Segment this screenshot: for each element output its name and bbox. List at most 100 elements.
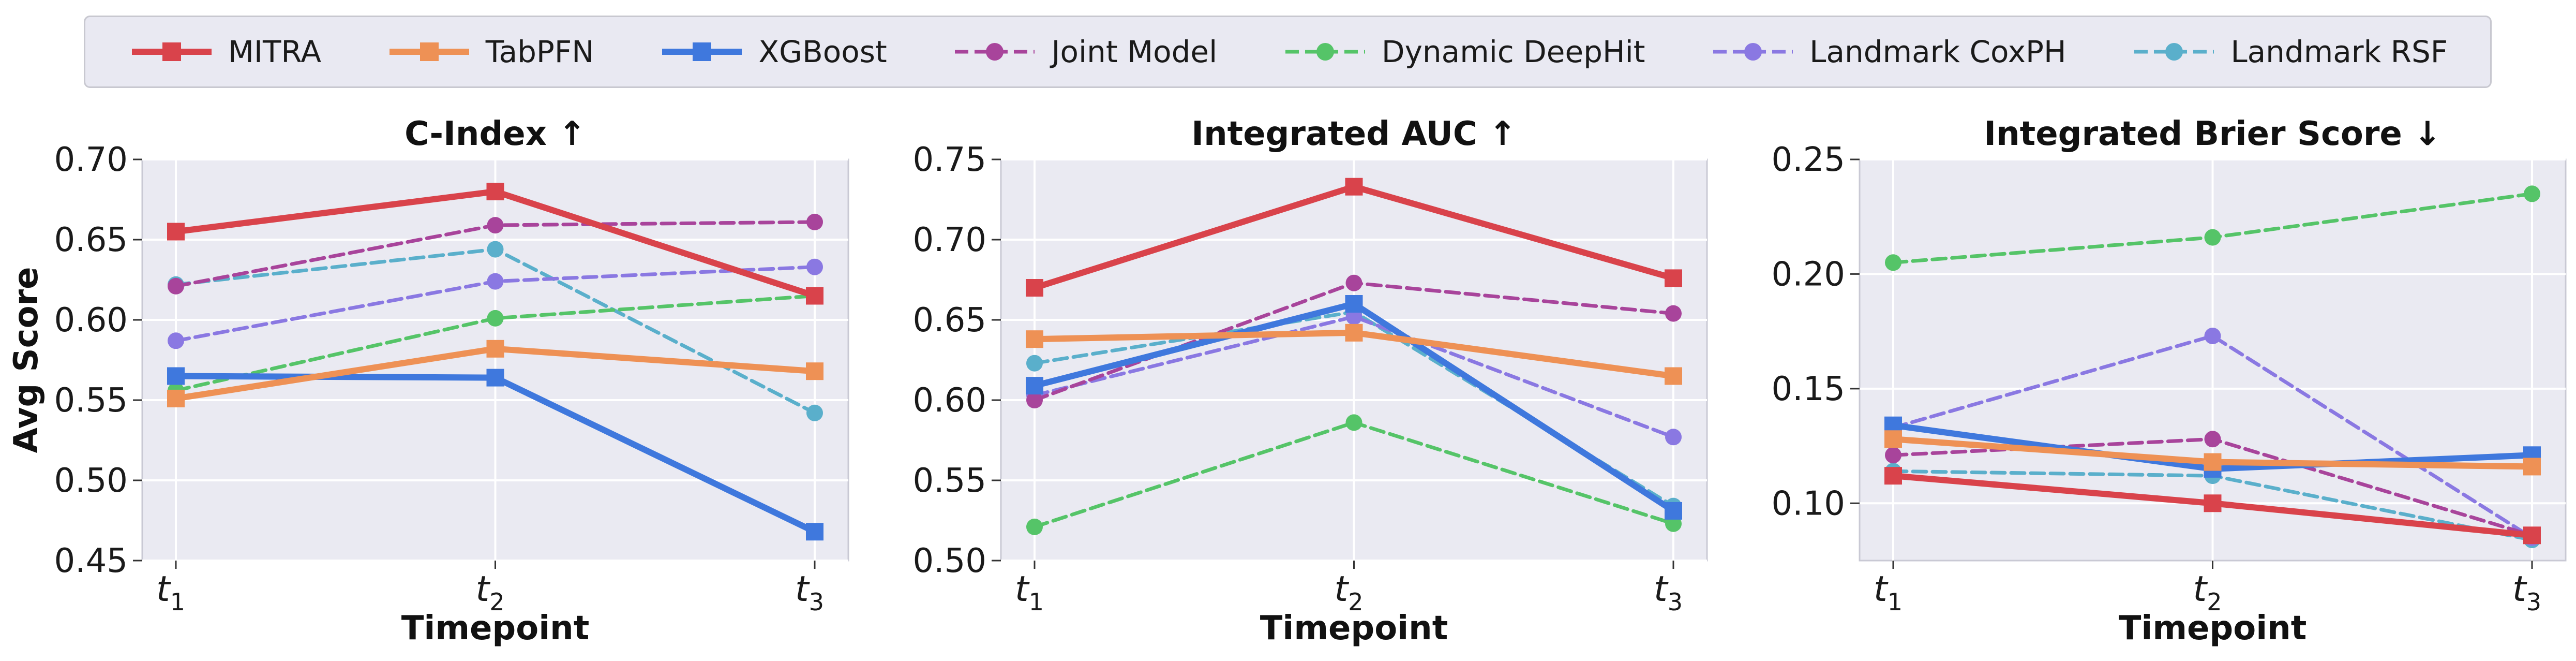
data-point	[1026, 330, 1043, 348]
data-point	[806, 523, 823, 541]
x-axis-label: Timepoint	[2119, 609, 2307, 648]
x-axis-label: Timepoint	[401, 609, 590, 648]
data-point	[1026, 377, 1043, 395]
data-point	[1026, 355, 1043, 372]
series-line	[1891, 334, 2534, 540]
legend-swatch	[389, 42, 469, 61]
data-point	[806, 362, 823, 380]
data-point	[1026, 279, 1043, 297]
y-tick-label: 0.50	[913, 542, 987, 580]
data-point	[1665, 269, 1682, 287]
data-point	[2204, 453, 2222, 471]
series-mitra	[167, 183, 823, 305]
legend-item-landmark-coxph: Landmark CoxPH	[1709, 34, 2066, 69]
y-axis-label: Avg Score	[7, 267, 46, 453]
y-tick-label: 0.75	[913, 141, 987, 179]
y-tick-label: 0.50	[54, 462, 128, 500]
data-point	[806, 287, 823, 305]
legend-item-landmark-rsf: Landmark RSF	[2130, 34, 2448, 69]
x-tick-label: t3	[795, 569, 824, 616]
x-tick-label: t1	[1874, 569, 1903, 616]
data-point	[2523, 458, 2541, 476]
y-tick-label: 0.60	[54, 301, 128, 340]
x-tick-label: t3	[2512, 569, 2541, 616]
data-point	[168, 332, 184, 349]
chart-title: Integrated AUC ↑	[1191, 115, 1516, 153]
series-tabpfn	[167, 340, 823, 407]
data-point	[2204, 229, 2221, 246]
chart-title: C-Index ↑	[405, 115, 586, 153]
legend-swatch	[955, 43, 1035, 61]
legend-item-joint-model: Joint Model	[951, 34, 1217, 69]
series-joint-model	[168, 213, 823, 295]
legend-item-mitra: MITRA	[128, 34, 321, 69]
data-point	[1665, 502, 1682, 520]
data-point	[1665, 429, 1682, 446]
data-point	[1345, 274, 1362, 291]
y-tick-label: 0.55	[913, 462, 987, 500]
data-point	[167, 389, 185, 407]
y-tick-label: 0.70	[54, 141, 128, 179]
data-point	[1884, 430, 1902, 448]
x-tick-label: t1	[1015, 569, 1044, 616]
data-point	[167, 223, 185, 241]
legend-label: MITRA	[228, 34, 322, 69]
y-tick-label: 0.20	[1772, 255, 1846, 293]
data-point	[1026, 392, 1043, 408]
data-point	[2204, 328, 2221, 344]
data-point	[2204, 431, 2221, 448]
series-dynamic-deephit	[1885, 185, 2540, 271]
data-point	[2524, 185, 2540, 202]
data-point	[168, 277, 184, 295]
series-xgboost	[167, 367, 823, 541]
legend-label: Joint Model	[1051, 34, 1218, 69]
data-point	[487, 217, 504, 234]
data-point	[1665, 367, 1682, 385]
data-point	[1345, 295, 1363, 313]
x-tick-label: t3	[1654, 569, 1683, 616]
legend-item-xgboost: XGBoost	[658, 34, 887, 69]
data-point	[1345, 414, 1362, 431]
data-point	[806, 258, 823, 275]
y-tick-label: 0.65	[913, 301, 987, 340]
y-tick-label: 0.55	[54, 381, 128, 420]
legend-swatch	[131, 42, 212, 61]
data-point	[487, 310, 504, 327]
y-tick-label: 0.15	[1772, 370, 1846, 408]
series-xgboost	[1026, 295, 1682, 520]
data-point	[167, 367, 185, 385]
y-tick-label: 0.45	[54, 542, 128, 580]
legend-label: TabPFN	[485, 34, 594, 69]
series-tabpfn	[1884, 430, 2541, 476]
legend-swatch	[662, 42, 742, 61]
chart-legend: MITRA TabPFN XGBoost Joint Model Dynamic Dee…	[84, 16, 2492, 88]
data-point	[487, 273, 504, 290]
series-landmark-coxph	[168, 258, 823, 349]
legend-swatch	[1285, 43, 1365, 61]
data-point	[1345, 324, 1363, 342]
data-point	[1884, 467, 1902, 485]
data-point	[1665, 305, 1682, 322]
series-mitra	[1026, 178, 1682, 297]
legend-item-tabpfn: TabPFN	[385, 34, 594, 69]
data-point	[486, 369, 504, 387]
legend-swatch	[1713, 43, 1793, 61]
chart-title: Integrated Brier Score ↓	[1984, 115, 2441, 153]
y-tick-label: 0.65	[54, 221, 128, 259]
data-point	[806, 404, 823, 421]
legend-item-dynamic-deephit: Dynamic DeepHit	[1281, 34, 1645, 69]
x-tick-label: t1	[156, 569, 185, 616]
data-point	[1026, 518, 1043, 535]
legend-swatch	[2134, 43, 2214, 61]
legend-label: Landmark RSF	[2230, 34, 2448, 69]
y-tick-label: 0.10	[1772, 484, 1846, 523]
y-tick-label: 0.70	[913, 221, 987, 259]
data-point	[1885, 447, 1901, 464]
legend-label: Landmark CoxPH	[1809, 34, 2066, 69]
x-axis-label: Timepoint	[1260, 609, 1448, 648]
data-point	[1885, 254, 1901, 271]
